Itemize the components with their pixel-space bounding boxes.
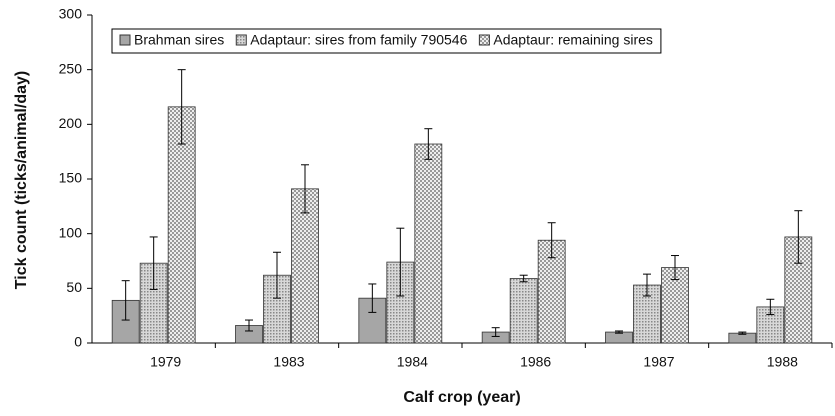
x-tick-label: 1984 [397, 354, 428, 370]
legend-label: Adaptaur: sires from family 790546 [250, 32, 467, 48]
legend-box [111, 28, 662, 54]
bar [509, 278, 538, 344]
y-tick-label: 0 [74, 334, 82, 350]
y-tick-label: 100 [59, 224, 83, 240]
x-tick-label: 1987 [643, 354, 674, 370]
bar [661, 267, 689, 344]
y-tick-label: 50 [66, 279, 82, 295]
legend-label: Adaptaur: remaining sires [493, 32, 653, 48]
bar [139, 262, 168, 344]
bar [167, 106, 196, 344]
legend-swatch [119, 34, 131, 46]
bar [291, 188, 319, 344]
y-axis-label: Tick count (ticks/animal/day) [13, 71, 30, 289]
bar [414, 143, 443, 344]
x-tick-label: 1983 [273, 354, 304, 370]
y-tick-label: 200 [59, 115, 83, 131]
x-axis-label: Calf crop (year) [403, 389, 520, 406]
legend-label: Brahman sires [134, 32, 224, 48]
y-tick-label: 150 [59, 170, 83, 186]
legend-swatch [478, 34, 490, 46]
y-tick-label: 300 [59, 6, 83, 22]
x-tick-label: 1979 [150, 354, 181, 370]
legend-swatch [235, 34, 247, 46]
y-tick-label: 250 [59, 60, 83, 76]
x-tick-label: 1986 [520, 354, 551, 370]
x-tick-label: 1988 [767, 354, 798, 370]
bar [605, 331, 633, 344]
